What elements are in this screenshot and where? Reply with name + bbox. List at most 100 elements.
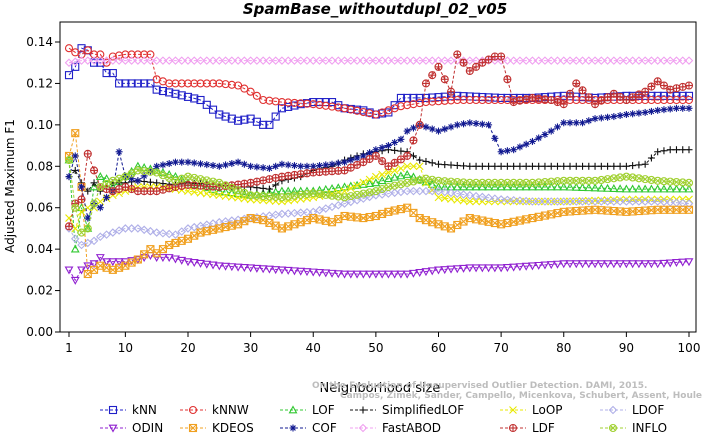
data-point [108, 52, 117, 61]
data-point [678, 91, 687, 100]
data-point [252, 191, 261, 200]
data-point [516, 162, 524, 170]
data-point [308, 56, 318, 65]
data-point [434, 127, 442, 135]
data-point [409, 186, 418, 196]
data-point [553, 123, 561, 131]
data-point [334, 103, 343, 112]
data-point [341, 158, 349, 166]
data-point [290, 191, 299, 200]
data-point [428, 175, 437, 184]
data-point [472, 95, 481, 105]
data-point [471, 182, 481, 191]
data-point [591, 176, 600, 185]
data-point [440, 266, 450, 275]
data-point [64, 224, 74, 233]
data-point [679, 104, 687, 112]
data-point [565, 260, 575, 269]
data-point [503, 195, 512, 205]
data-point [496, 264, 506, 273]
data-point [340, 193, 349, 202]
data-point [609, 89, 618, 98]
data-point [327, 191, 337, 200]
data-point [90, 166, 99, 175]
data-point [628, 56, 637, 65]
data-point [340, 104, 349, 113]
data-point [372, 146, 380, 154]
data-point [334, 56, 343, 65]
data-point [258, 265, 268, 274]
data-point [259, 95, 268, 105]
data-point [309, 189, 318, 198]
data-point [397, 135, 405, 143]
data-point [196, 188, 205, 197]
data-point [535, 162, 543, 170]
data-point [208, 56, 218, 65]
legend-label: kNN [132, 403, 157, 417]
data-point [472, 119, 480, 127]
data-point [628, 260, 638, 269]
data-point [96, 232, 105, 241]
data-point [202, 183, 212, 192]
data-point [547, 162, 555, 170]
legend-marker [508, 423, 518, 433]
data-point [315, 100, 324, 110]
data-point [164, 56, 174, 65]
data-point [566, 119, 574, 127]
data-point [515, 178, 524, 187]
data-point [604, 113, 612, 121]
data-point [502, 182, 512, 191]
data-point [346, 197, 356, 207]
data-point [315, 185, 324, 194]
data-point [503, 56, 512, 65]
data-point [609, 174, 618, 183]
legend-label: kNNW [212, 403, 249, 417]
data-point [515, 263, 525, 272]
data-point [685, 104, 693, 112]
data-point [121, 224, 130, 233]
data-point [459, 196, 468, 205]
data-point [202, 79, 211, 88]
data-point [208, 184, 218, 193]
data-point [434, 186, 443, 196]
data-point [65, 214, 73, 222]
data-point [466, 162, 474, 170]
data-point [515, 196, 525, 205]
data-point [490, 264, 500, 273]
data-point [591, 100, 600, 109]
data-point [283, 266, 293, 275]
data-point [90, 179, 98, 187]
data-point [184, 158, 192, 166]
data-point [647, 175, 656, 185]
data-point [121, 172, 130, 181]
data-point [70, 234, 80, 244]
data-point [597, 162, 605, 170]
data-point [246, 191, 255, 200]
data-point [64, 71, 74, 80]
data-point [528, 56, 537, 65]
data-point [271, 266, 281, 275]
data-point [453, 91, 462, 100]
data-point [403, 203, 412, 212]
data-point [227, 114, 236, 123]
data-point [359, 107, 368, 117]
data-point [615, 197, 625, 206]
data-point [654, 106, 662, 114]
data-point [302, 56, 312, 65]
data-point [440, 182, 450, 191]
data-point [427, 267, 437, 276]
data-point [277, 104, 286, 113]
data-point [503, 147, 511, 155]
data-point [327, 102, 337, 111]
data-point [353, 106, 362, 115]
data-point [647, 197, 656, 206]
data-point [421, 174, 431, 183]
data-point [347, 156, 355, 164]
data-point [70, 244, 80, 253]
data-point [371, 56, 381, 65]
data-point [190, 79, 199, 88]
data-point [315, 56, 324, 65]
data-point [584, 176, 593, 185]
data-point [403, 162, 412, 171]
data-point [421, 79, 431, 88]
